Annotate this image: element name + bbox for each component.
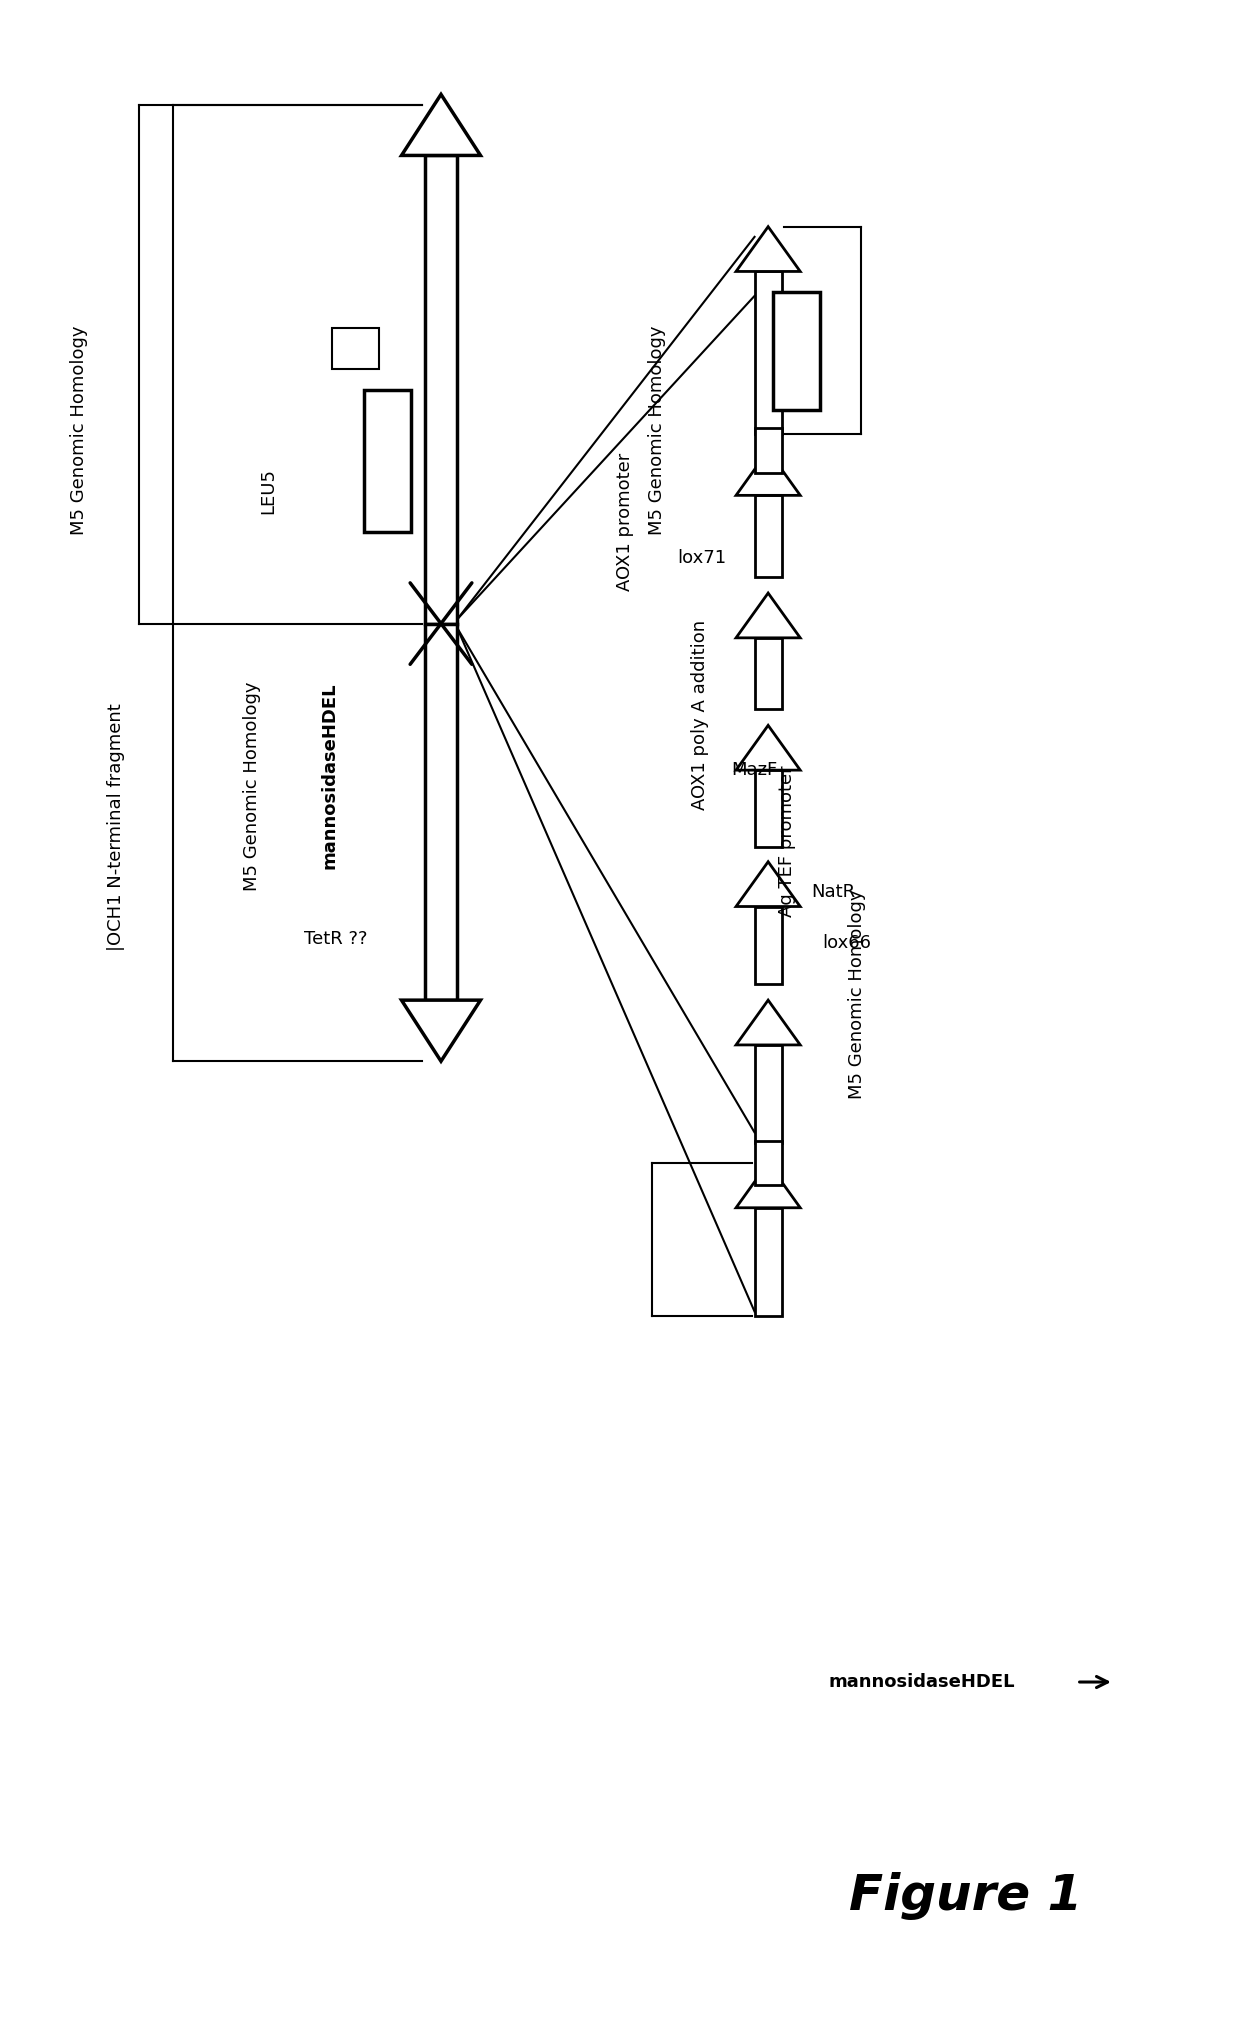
Bar: [365, 390, 412, 533]
Bar: [755, 1141, 781, 1186]
Bar: [755, 496, 781, 578]
Bar: [425, 155, 458, 625]
Text: TetR ??: TetR ??: [304, 931, 368, 949]
Bar: [773, 292, 820, 410]
Bar: [755, 906, 781, 984]
Bar: [755, 429, 781, 474]
Bar: [755, 639, 781, 708]
Polygon shape: [737, 725, 800, 769]
Text: |OCH1 N-terminal fragment: |OCH1 N-terminal fragment: [108, 704, 125, 951]
Bar: [425, 625, 458, 1000]
Polygon shape: [402, 1000, 481, 1061]
Polygon shape: [402, 94, 481, 155]
Bar: [755, 1208, 781, 1316]
Text: mannosidaseHDEL: mannosidaseHDEL: [828, 1674, 1016, 1692]
Text: M5 Genomic Homology: M5 Genomic Homology: [71, 325, 88, 535]
Polygon shape: [737, 451, 800, 496]
Text: AOX1 promoter: AOX1 promoter: [616, 453, 634, 592]
Polygon shape: [737, 861, 800, 906]
Text: NatR: NatR: [811, 884, 856, 902]
Bar: [755, 769, 781, 847]
Text: mannosidaseHDEL: mannosidaseHDEL: [321, 684, 339, 869]
Text: MazF: MazF: [732, 761, 777, 780]
Polygon shape: [737, 227, 800, 271]
Text: Figure 1: Figure 1: [849, 1872, 1083, 1921]
Text: LEU5: LEU5: [259, 467, 278, 514]
Polygon shape: [737, 1000, 800, 1045]
Text: AOX1 poly A addition: AOX1 poly A addition: [691, 620, 709, 810]
Text: Ag TEF promoter: Ag TEF promoter: [777, 765, 796, 916]
Bar: [755, 271, 781, 435]
Polygon shape: [737, 1163, 800, 1208]
Bar: [332, 329, 379, 369]
Bar: [755, 1045, 781, 1143]
Text: lox71: lox71: [677, 549, 725, 567]
Text: M5 Genomic Homology: M5 Genomic Homology: [649, 325, 666, 535]
Polygon shape: [737, 594, 800, 639]
Text: lox66: lox66: [822, 935, 872, 953]
Text: M5 Genomic Homology: M5 Genomic Homology: [243, 682, 262, 892]
Text: M5 Genomic Homology: M5 Genomic Homology: [848, 890, 866, 1098]
